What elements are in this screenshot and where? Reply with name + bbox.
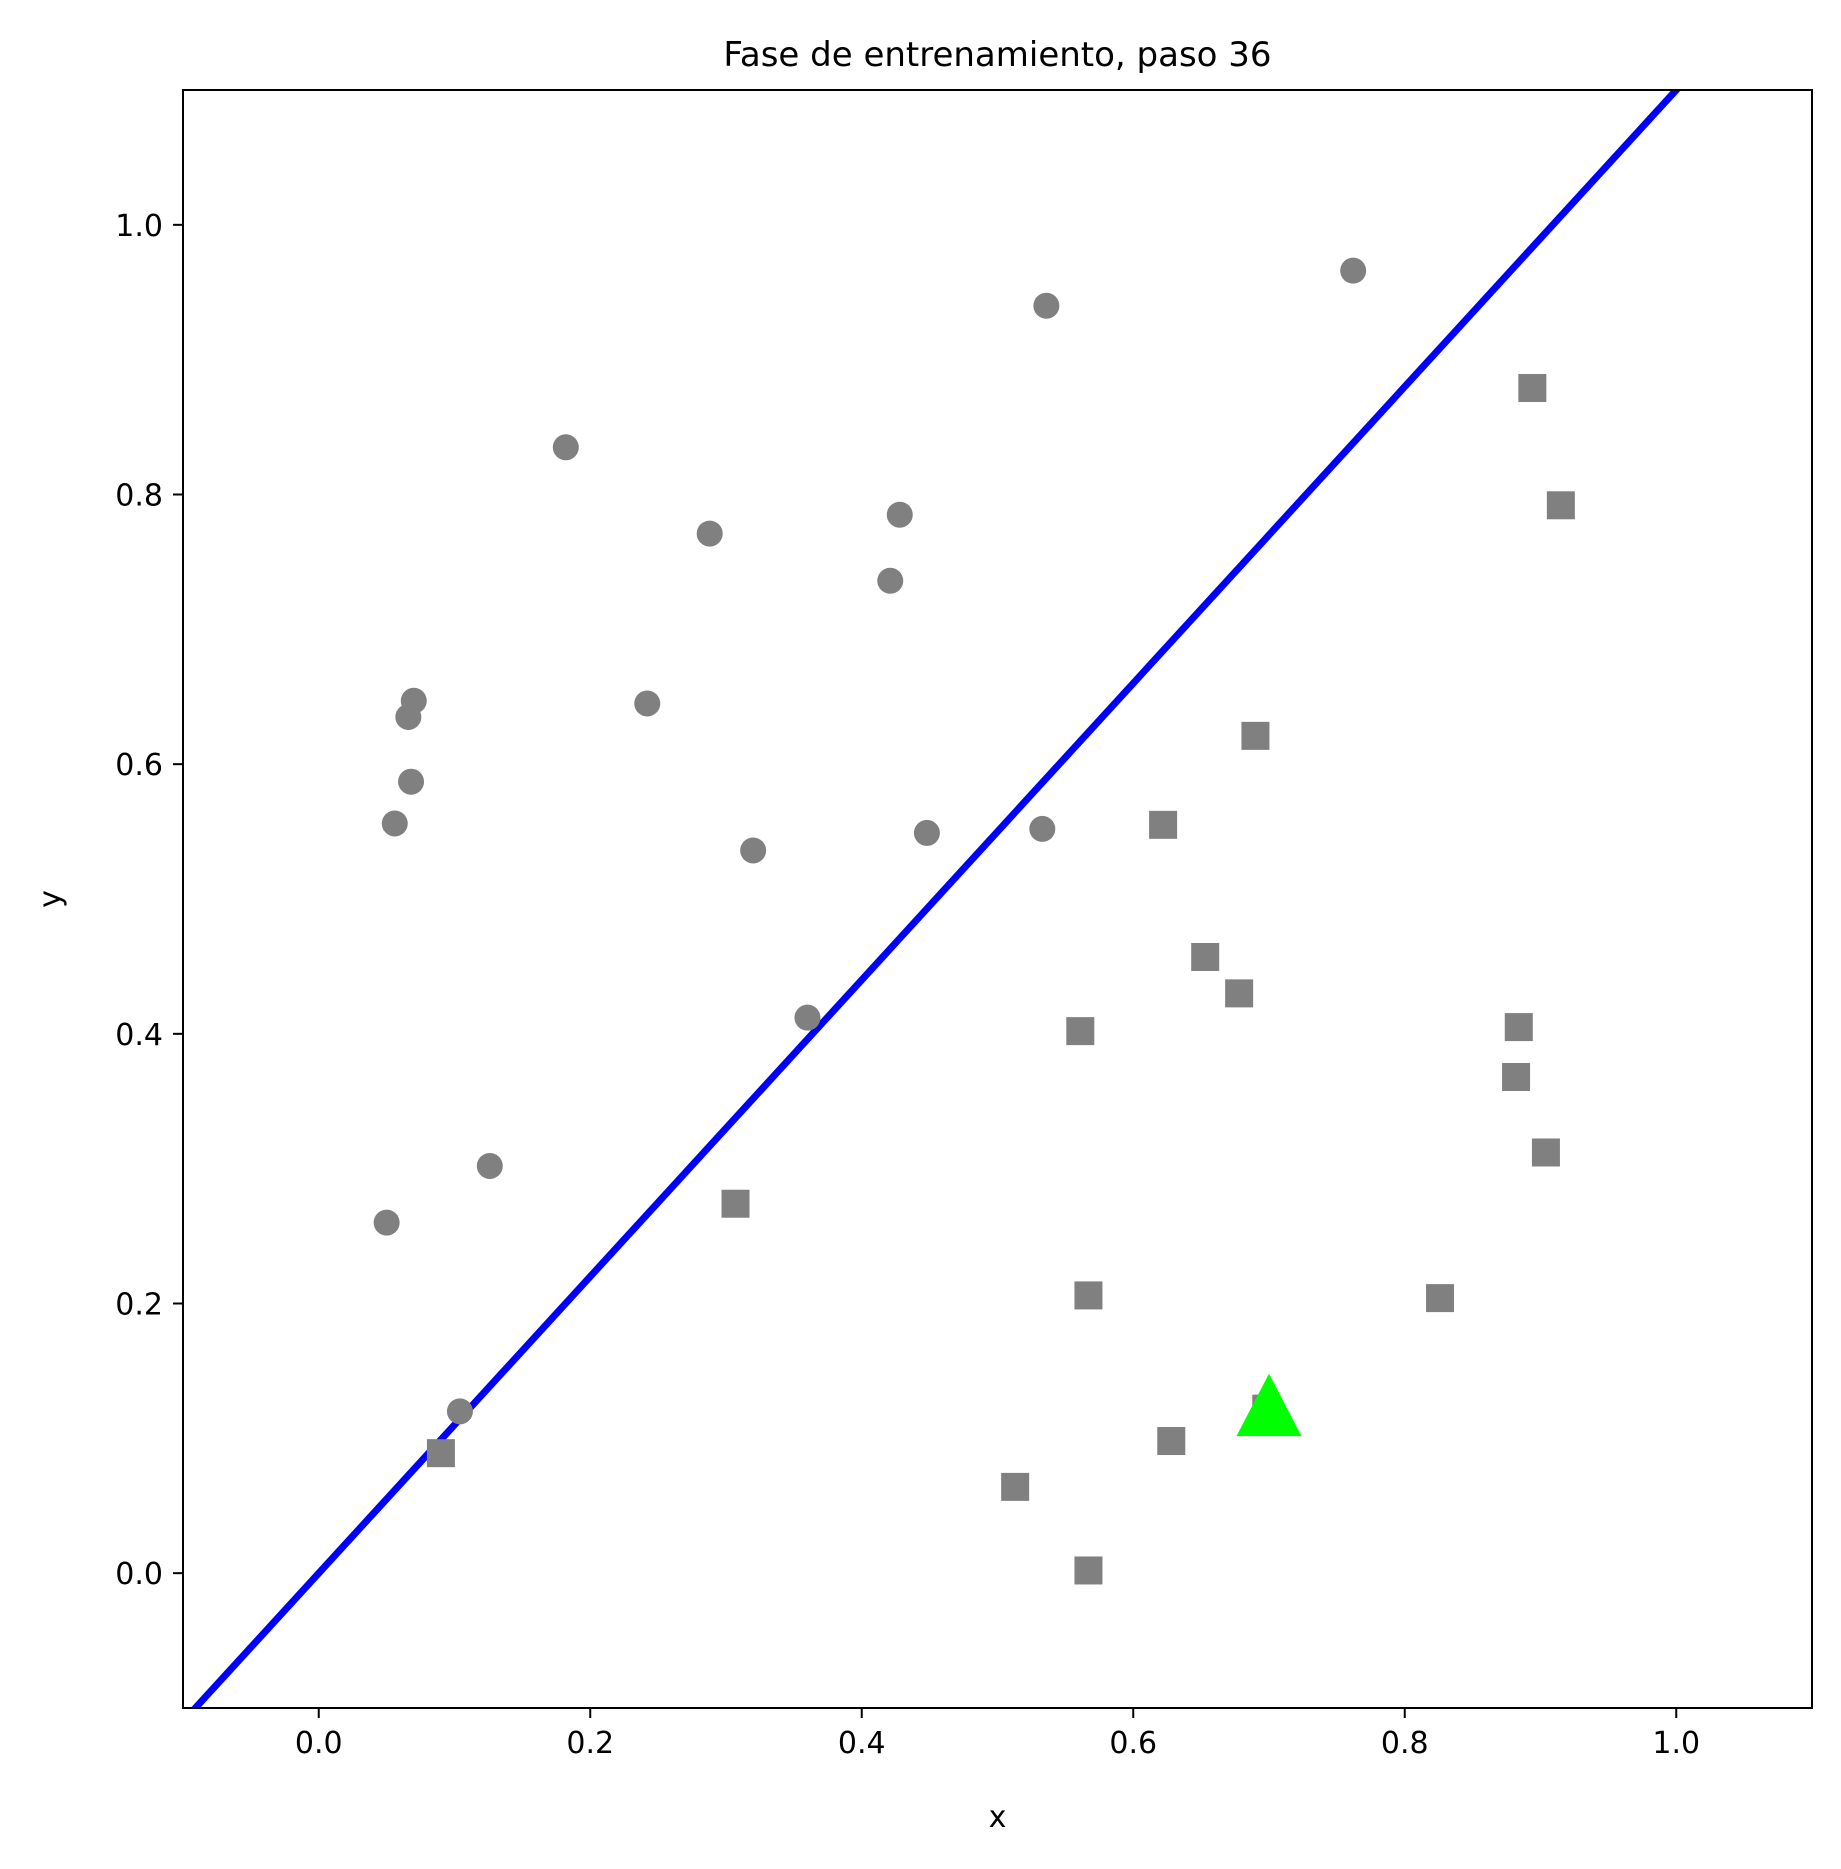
square-point [1225, 979, 1254, 1008]
circle-point [877, 567, 904, 594]
square-point [1426, 1284, 1455, 1313]
x-axis-label: x [989, 1800, 1007, 1835]
circle-point [446, 1398, 473, 1425]
circle-point [400, 687, 427, 714]
plot-area [190, 90, 1681, 1708]
circle-point [373, 1209, 400, 1236]
y-tick-label: 0.8 [115, 479, 163, 514]
chart-title: Fase de entrenamiento, paso 36 [723, 35, 1271, 75]
square-point [1001, 1472, 1030, 1501]
square-point [1157, 1427, 1186, 1456]
triangle-point [1236, 1373, 1302, 1437]
circle-point [886, 501, 913, 528]
x-tick-label: 0.6 [1109, 1726, 1157, 1761]
square-point [1074, 1281, 1103, 1310]
x-tick-label: 1.0 [1652, 1726, 1700, 1761]
x-tick-label: 0.0 [295, 1726, 343, 1761]
circle-point [913, 819, 940, 846]
square-point [1074, 1556, 1103, 1585]
square-point [1191, 942, 1220, 971]
circle-point [381, 810, 408, 837]
y-tick-label: 0.4 [115, 1018, 163, 1053]
square-point [1546, 491, 1575, 520]
square-point [1531, 1138, 1560, 1167]
circle-point [696, 520, 723, 547]
circle-point [1033, 292, 1060, 319]
square-point [1504, 1013, 1533, 1042]
line-layer [190, 90, 1681, 1708]
circle-point [1029, 815, 1056, 842]
decision-line [190, 90, 1681, 1708]
x-tick-label: 0.4 [838, 1726, 886, 1761]
circle-point [634, 690, 661, 717]
x-axis: 0.0 0.2 0.4 0.6 0.8 1.0 [295, 1708, 1700, 1761]
circle-point [794, 1004, 821, 1031]
x-tick-label: 0.8 [1381, 1726, 1429, 1761]
plot-frame [182, 89, 1813, 1709]
square-point [1518, 373, 1547, 402]
square-point [1241, 721, 1270, 750]
square-point [721, 1189, 750, 1218]
x-tick-label: 0.2 [566, 1726, 614, 1761]
circle-point [740, 837, 767, 864]
y-axis: 0.0 0.2 0.4 0.6 0.8 1.0 [115, 209, 183, 1592]
marker-layer [373, 257, 1575, 1585]
square-point [426, 1439, 455, 1468]
circle-point [476, 1152, 503, 1179]
y-tick-label: 0.0 [115, 1557, 163, 1592]
y-axis-label: y [33, 890, 68, 908]
y-tick-label: 0.6 [115, 748, 163, 783]
circle-point [1340, 257, 1367, 284]
square-point [1066, 1017, 1095, 1046]
square-point [1149, 810, 1178, 839]
circle-point [398, 768, 425, 795]
y-tick-label: 0.2 [115, 1288, 163, 1323]
circle-point [552, 434, 579, 461]
y-tick-label: 1.0 [115, 209, 163, 244]
square-point [1502, 1062, 1531, 1091]
